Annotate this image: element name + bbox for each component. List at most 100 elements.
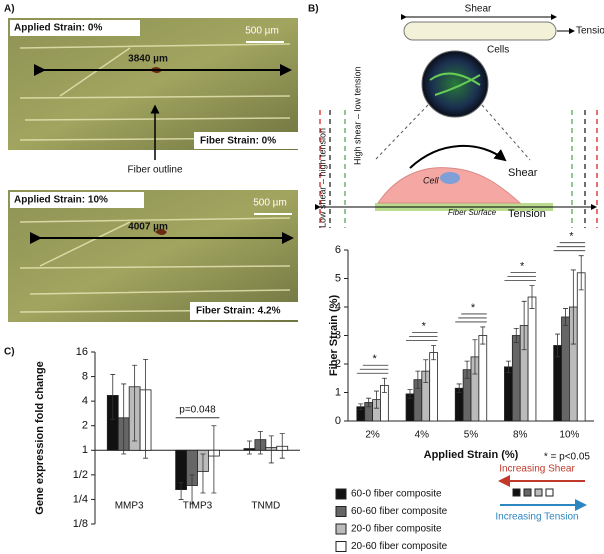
bar bbox=[429, 352, 438, 422]
significance-mark: * bbox=[372, 353, 377, 365]
error-bar bbox=[562, 308, 568, 326]
diagram-label: Tension bbox=[576, 26, 604, 37]
error-bar bbox=[529, 285, 535, 309]
legend-label: 20-0 fiber composite bbox=[351, 524, 442, 535]
legend-label: 60-60 fiber composite bbox=[351, 506, 448, 517]
y-tick-label: 5 bbox=[335, 272, 341, 284]
diagram-label: Fiber Surface bbox=[448, 208, 497, 217]
y-tick-label: 4 bbox=[82, 395, 88, 407]
bar bbox=[561, 316, 570, 422]
y-tick-label: 1 bbox=[335, 386, 341, 398]
significance-bracket bbox=[455, 313, 487, 323]
error-bar bbox=[431, 345, 437, 361]
bar bbox=[504, 366, 513, 422]
error-bar bbox=[189, 474, 195, 505]
x-tick-label: 10% bbox=[559, 430, 579, 441]
significance-bracket bbox=[504, 272, 536, 282]
diagram-label: High shear – low tension bbox=[352, 66, 362, 165]
x-axis-title: Applied Strain (%) bbox=[424, 449, 519, 461]
legend-swatch bbox=[335, 506, 347, 517]
error-bar bbox=[415, 370, 421, 389]
error-bar bbox=[472, 339, 478, 375]
legend-swatch bbox=[523, 488, 532, 497]
legend-arrow-label: Increasing Tension bbox=[495, 512, 578, 523]
legend-swatch bbox=[545, 488, 554, 497]
error-bar bbox=[464, 360, 470, 379]
panel-label: C) bbox=[4, 347, 15, 358]
panel-label: A) bbox=[4, 4, 15, 15]
x-tick-label: TNMD bbox=[251, 501, 280, 512]
significance-mark: * bbox=[569, 231, 574, 243]
diagram-label: Cells bbox=[487, 45, 509, 56]
x-tick-label: 8% bbox=[513, 430, 528, 441]
error-bar bbox=[211, 425, 217, 494]
x-tick-label: 2% bbox=[365, 430, 380, 441]
bar bbox=[454, 387, 464, 422]
significance-mark: * bbox=[422, 320, 427, 332]
annotation: Fiber outline bbox=[127, 165, 182, 176]
error-bar bbox=[132, 364, 138, 442]
error-bar bbox=[110, 374, 116, 420]
diagram-label: Shear bbox=[508, 167, 538, 179]
diagram-label: Low shear – high tension bbox=[317, 128, 327, 228]
significance-bracket bbox=[356, 364, 389, 374]
applied-strain: Applied Strain: 10% bbox=[14, 195, 108, 206]
fiber-strain: Fiber Strain: 0% bbox=[200, 136, 276, 147]
legend-label: 20-60 fiber composite bbox=[351, 541, 448, 552]
y-axis-title: Fiber Strain (%) bbox=[328, 295, 340, 377]
error-bar bbox=[257, 431, 263, 455]
x-tick-label: TIMP3 bbox=[183, 501, 213, 512]
y-tick-label: 2 bbox=[335, 358, 341, 370]
y-tick-label: 0 bbox=[335, 415, 341, 427]
error-bar bbox=[521, 300, 527, 351]
error-bar bbox=[480, 326, 486, 345]
y-tick-label: 1/4 bbox=[73, 493, 88, 505]
diagram-label: Cell bbox=[423, 175, 440, 185]
error-bar bbox=[246, 440, 252, 455]
y-tick-label: 1/8 bbox=[73, 518, 88, 530]
legend-arrow-label: Increasing Shear bbox=[499, 464, 575, 475]
y-tick-label: 4 bbox=[335, 301, 341, 313]
error-bar bbox=[555, 333, 561, 358]
fiber-strain: Fiber Strain: 4.2% bbox=[196, 306, 281, 317]
scale-label: 500 µm bbox=[245, 26, 279, 37]
error-bar bbox=[407, 389, 413, 399]
micrograph: Applied Strain: 0% 500 µm 3840 µm Fiber … bbox=[8, 18, 298, 150]
error-bar bbox=[143, 358, 149, 459]
error-bar bbox=[505, 360, 511, 373]
y-tick-label: 6 bbox=[335, 244, 341, 256]
error-bar bbox=[513, 327, 519, 344]
annotation: * = p<0.05 bbox=[544, 452, 591, 463]
annotation: p=0.048 bbox=[179, 404, 216, 415]
error-bar bbox=[268, 435, 274, 464]
error-bar bbox=[279, 433, 285, 459]
scale-label: 500 µm bbox=[253, 198, 287, 209]
error-bar bbox=[366, 397, 372, 408]
length-label: 4007 µm bbox=[128, 222, 168, 233]
error-bar bbox=[578, 255, 584, 291]
significance-mark: * bbox=[471, 302, 476, 314]
y-tick-label: 1/2 bbox=[73, 469, 88, 481]
length-label: 3840 µm bbox=[128, 54, 168, 65]
legend-swatch bbox=[335, 541, 347, 552]
error-bar bbox=[200, 453, 206, 494]
error-bar bbox=[358, 403, 364, 410]
legend-swatch bbox=[534, 488, 543, 497]
significance-bracket bbox=[406, 332, 438, 341]
y-tick-label: 16 bbox=[76, 346, 88, 358]
x-tick-label: 4% bbox=[415, 430, 430, 441]
significance-bracket bbox=[553, 242, 586, 252]
legend-swatch bbox=[512, 488, 521, 497]
bar bbox=[511, 335, 521, 422]
x-tick-label: 5% bbox=[464, 430, 479, 441]
y-tick-label: 8 bbox=[82, 370, 88, 382]
error-bar bbox=[121, 383, 127, 455]
panel-label: B) bbox=[308, 4, 319, 15]
error-bar bbox=[178, 482, 184, 500]
error-bar bbox=[423, 359, 429, 383]
bar bbox=[478, 335, 488, 422]
error-bar bbox=[374, 390, 380, 409]
y-axis-title: Gene expression fold change bbox=[34, 361, 46, 514]
error-bar bbox=[570, 269, 576, 345]
